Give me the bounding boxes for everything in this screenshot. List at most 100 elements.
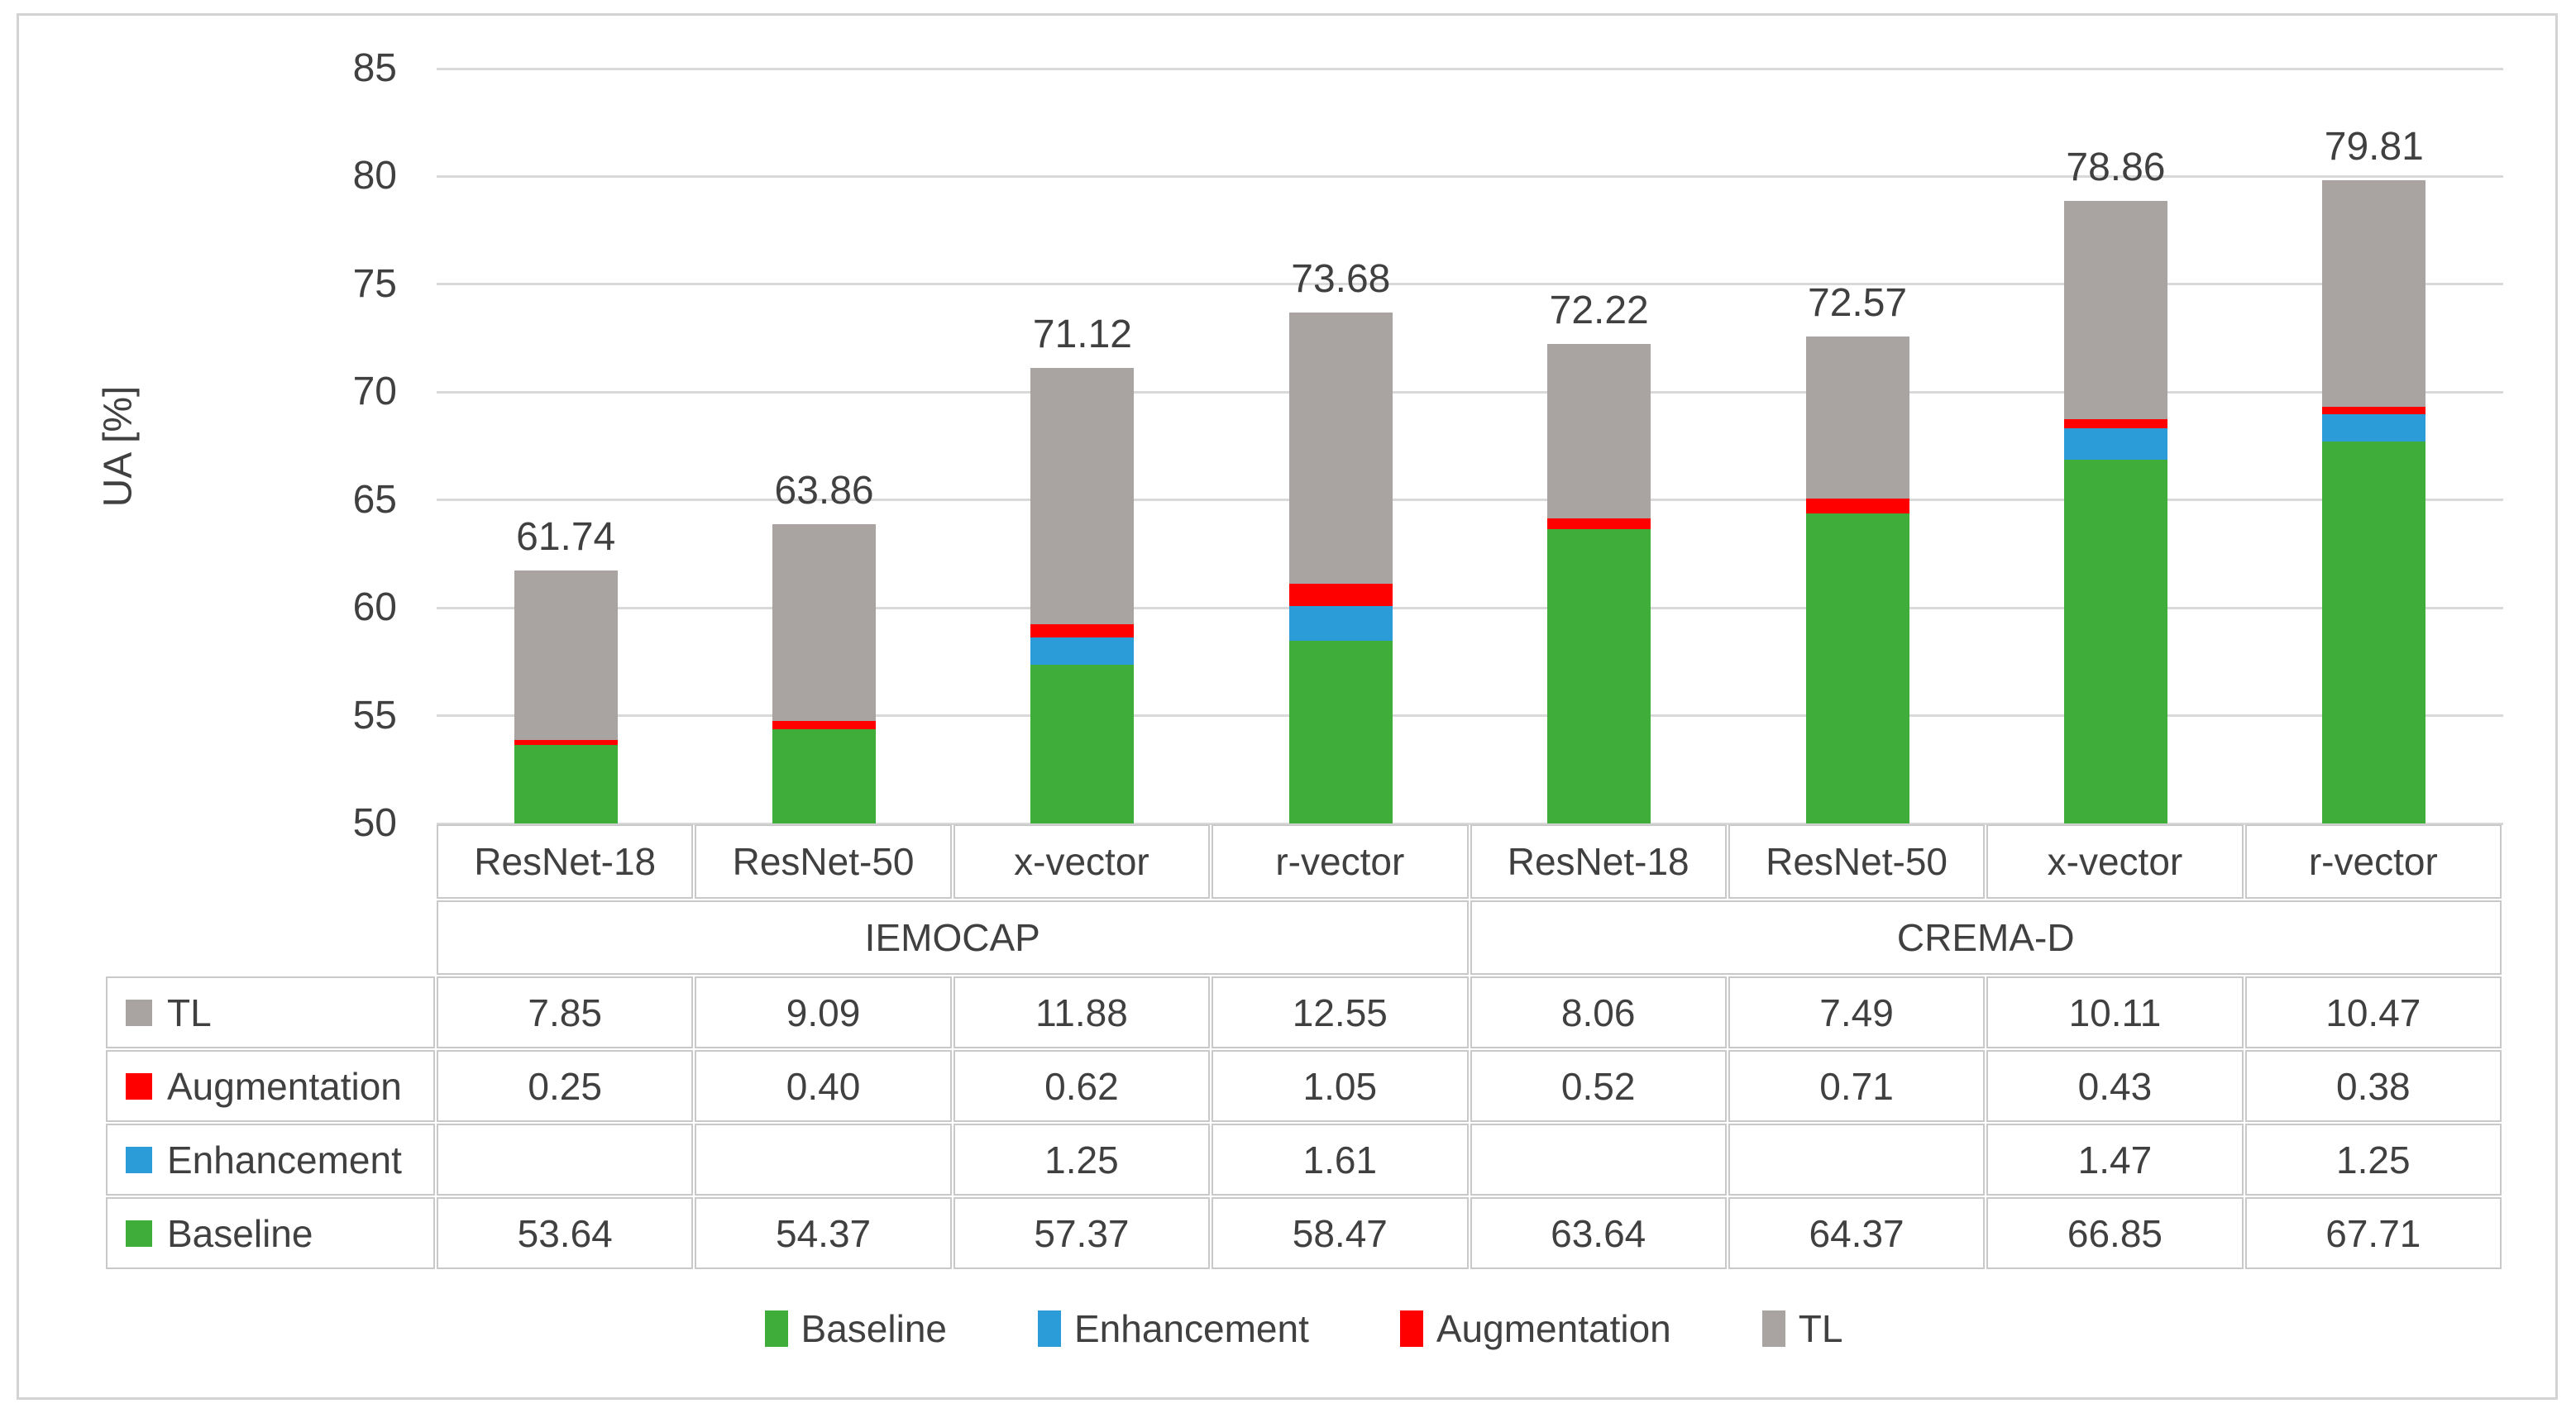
gridline [437, 390, 2503, 394]
bar-segment-augmentation [1547, 518, 1651, 530]
series-row-enhancement: Enhancement 1.25 1.61 1.47 1.25 [106, 1124, 2502, 1196]
model-name-row: ResNet-18 ResNet-50 x-vector r-vector ResNet… [106, 824, 2502, 899]
bar-segment-augmentation [2063, 418, 2167, 429]
value-cell: 63.64 [1470, 1197, 1727, 1269]
bar-segment-tl [1547, 344, 1651, 518]
value-cell: 0.40 [695, 1050, 952, 1122]
value-cell: 7.49 [1728, 976, 1986, 1048]
gridline [437, 283, 2503, 286]
model-name-cell: ResNet-50 [695, 824, 952, 899]
series-swatch-icon [126, 1220, 152, 1248]
y-axis-title: UA [%] [96, 385, 141, 508]
legend-label: Augmentation [1436, 1307, 1671, 1350]
series-label: Enhancement [167, 1138, 402, 1181]
legend-item-tl: TL [1761, 1306, 1843, 1351]
bar-total-label: 72.57 [1808, 281, 1908, 326]
gridline [437, 606, 2503, 609]
series-swatch-icon [126, 1000, 152, 1027]
dataset-group-cell: CREMA-D [1470, 900, 2502, 975]
bar-total-label: 61.74 [516, 514, 616, 559]
legend-swatch-icon [1761, 1310, 1785, 1347]
model-name-cell: x-vector [1986, 824, 2244, 899]
bar-resnet-18-4 [1547, 69, 1651, 823]
value-cell: 57.37 [953, 1197, 1211, 1269]
legend-item-baseline: Baseline [764, 1306, 947, 1351]
bar-segment-augmentation [1288, 583, 1393, 607]
bar-segment-augmentation [1030, 623, 1135, 638]
bar-resnet-18-0 [514, 69, 618, 823]
series-row-augmentation: Augmentation 0.25 0.40 0.62 1.05 0.52 0.71 0.43… [106, 1050, 2502, 1122]
value-cell [437, 1124, 694, 1196]
bar-segment-baseline [514, 745, 618, 823]
legend: Baseline Enhancement Augmentation TL [104, 1300, 2503, 1358]
value-cell: 0.43 [1986, 1050, 2244, 1122]
bar-r-vector-7 [2322, 69, 2426, 823]
legend-label: Baseline [801, 1307, 947, 1350]
bar-segment-enhancement [1288, 606, 1393, 642]
bar-total-label: 72.22 [1549, 289, 1649, 333]
model-name-cell: ResNet-50 [1728, 824, 1986, 899]
model-name-cell: ResNet-18 [437, 824, 694, 899]
y-tick-label: 65 [352, 477, 397, 522]
legend-swatch-icon [764, 1310, 788, 1347]
value-cell: 54.37 [695, 1197, 952, 1269]
bar-total-label: 63.86 [774, 469, 874, 513]
legend-label: TL [1798, 1307, 1843, 1350]
gridlines [437, 67, 2503, 825]
value-cell: 58.47 [1212, 1197, 1469, 1269]
value-cell: 11.88 [953, 976, 1211, 1048]
bar-segment-augmentation [772, 720, 877, 730]
bar-segment-enhancement [2063, 428, 2167, 461]
series-label: TL [167, 991, 212, 1034]
value-cell: 10.47 [2244, 976, 2502, 1048]
dataset-group-row: IEMOCAP CREMA-D [106, 900, 2502, 975]
series-label: Baseline [167, 1211, 313, 1255]
bar-segment-baseline [2063, 460, 2167, 823]
value-cell: 1.05 [1212, 1050, 1469, 1122]
model-name-cell: x-vector [953, 824, 1211, 899]
y-tick-label: 75 [352, 261, 397, 306]
figure-border [17, 13, 2558, 1400]
table-corner-empty [106, 824, 435, 899]
series-label-cell: Enhancement [106, 1124, 435, 1196]
series-label-cell: TL [106, 976, 435, 1048]
y-tick-label: 80 [352, 154, 397, 198]
bar-segment-augmentation [1805, 498, 1909, 514]
gridline [437, 714, 2503, 718]
data-table: ResNet-18 ResNet-50 x-vector r-vector ResNet… [104, 823, 2503, 1271]
bar-resnet-50-1 [772, 69, 877, 823]
value-cell: 8.06 [1470, 976, 1727, 1048]
value-cell: 66.85 [1986, 1197, 2244, 1269]
value-cell: 0.71 [1728, 1050, 1986, 1122]
series-label-cell: Augmentation [106, 1050, 435, 1122]
value-cell: 0.52 [1470, 1050, 1727, 1122]
value-cell: 0.62 [953, 1050, 1211, 1122]
legend-label: Enhancement [1074, 1307, 1309, 1350]
bar-segment-augmentation [2322, 406, 2426, 415]
gridline [437, 174, 2503, 178]
bar-segment-tl [772, 524, 877, 721]
bar-total-labels: 61.74 63.86 71.12 73.68 72.22 72.57 78.86 79.81 [437, 69, 2503, 823]
bar-r-vector-3 [1288, 69, 1393, 823]
legend-swatch-icon [1038, 1310, 1061, 1347]
y-tick-label: 70 [352, 370, 397, 414]
bar-total-label: 71.12 [1032, 313, 1132, 357]
value-cell: 0.38 [2244, 1050, 2502, 1122]
value-cell: 10.11 [1986, 976, 2244, 1048]
table-corner-empty [106, 900, 435, 975]
value-cell [1470, 1124, 1727, 1196]
bar-segment-tl [1288, 313, 1393, 584]
series-swatch-icon [126, 1147, 152, 1174]
value-cell: 1.25 [2244, 1124, 2502, 1196]
y-tick-label: 85 [352, 46, 397, 90]
bar-segment-tl [2322, 180, 2426, 407]
bar-segment-baseline [1547, 529, 1651, 823]
model-name-cell: r-vector [2244, 824, 2502, 899]
value-cell: 9.09 [695, 976, 952, 1048]
series-label-cell: Baseline [106, 1197, 435, 1269]
bar-total-label: 79.81 [2324, 125, 2424, 169]
value-cell: 67.71 [2244, 1197, 2502, 1269]
bar-x-vector-6 [2063, 69, 2167, 823]
bar-segment-enhancement [1030, 637, 1135, 665]
series-swatch-icon [126, 1073, 152, 1100]
